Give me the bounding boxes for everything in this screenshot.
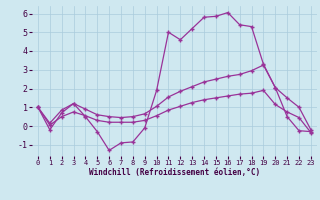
X-axis label: Windchill (Refroidissement éolien,°C): Windchill (Refroidissement éolien,°C) bbox=[89, 168, 260, 177]
